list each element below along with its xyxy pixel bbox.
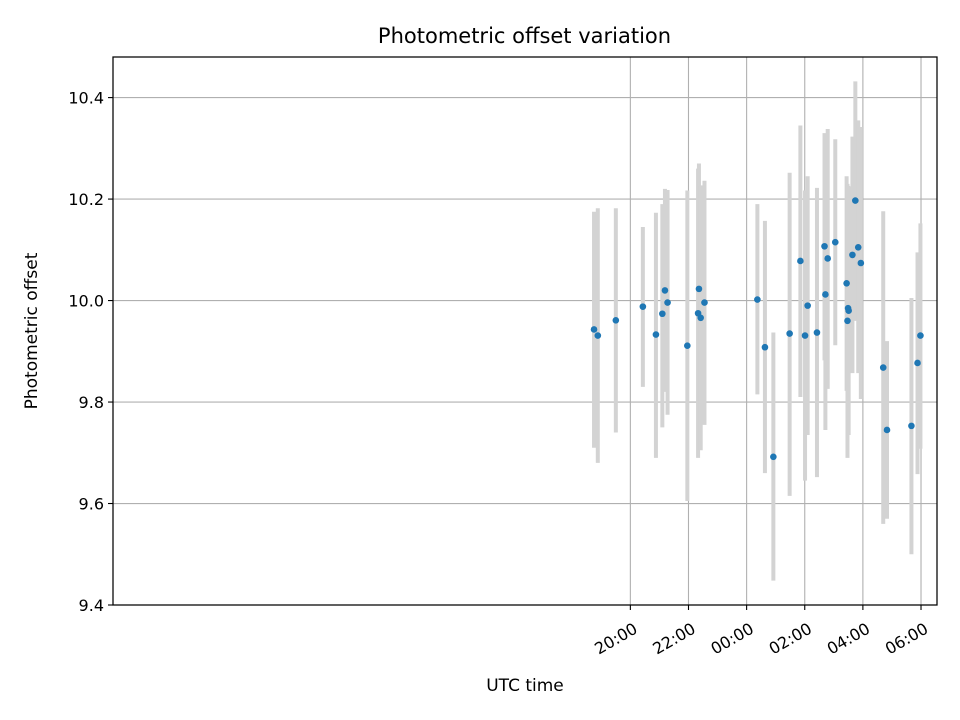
- data-point: [590, 326, 598, 333]
- data-point: [854, 243, 862, 251]
- data-point: [824, 255, 832, 262]
- data-point: [761, 343, 769, 351]
- y-axis-ticks: 9.4 9.6 9.8 10.0 10.2 10.4: [68, 89, 113, 615]
- data-point: [701, 299, 708, 306]
- data-point: [786, 330, 793, 337]
- x-tick-label: 04:00: [824, 619, 873, 659]
- data-point: [821, 242, 828, 250]
- x-tick-label: 22:00: [649, 619, 698, 659]
- grid: [113, 57, 937, 606]
- data-point: [695, 285, 703, 293]
- y-axis-label: Photometric offset: [22, 252, 42, 409]
- y-tick-label: 10.4: [68, 89, 104, 108]
- data-point: [852, 197, 859, 204]
- data-point: [879, 364, 887, 371]
- data-point: [857, 259, 865, 267]
- x-tick-label: 06:00: [882, 619, 931, 659]
- data-point: [797, 257, 804, 265]
- x-tick-label: 02:00: [766, 619, 815, 659]
- data-point: [845, 307, 852, 315]
- data-point: [612, 317, 620, 324]
- data-point: [664, 299, 671, 306]
- y-tick-label: 10.2: [68, 190, 104, 209]
- y-tick-label: 9.4: [79, 596, 104, 615]
- y-tick-label: 10.0: [68, 292, 104, 311]
- chart-title: Photometric offset variation: [378, 24, 671, 48]
- data-point: [754, 296, 761, 303]
- x-axis-label: UTC time: [486, 676, 564, 696]
- data-point: [684, 342, 691, 350]
- x-tick-label: 20:00: [591, 619, 640, 659]
- data-point: [659, 310, 666, 318]
- y-tick-label: 9.6: [79, 495, 104, 514]
- data-point: [697, 314, 704, 322]
- data-point: [594, 332, 602, 339]
- data-point: [813, 329, 821, 336]
- data-point: [831, 238, 839, 246]
- x-tick-label: 00:00: [707, 619, 756, 659]
- data-point: [844, 317, 851, 325]
- data-point: [822, 291, 829, 298]
- data-point: [917, 332, 924, 339]
- data-point: [770, 453, 777, 461]
- data-point: [849, 251, 856, 259]
- data-points: [590, 197, 924, 461]
- plot-frame: [112, 56, 938, 606]
- data-point: [804, 302, 811, 309]
- error-bars: [592, 81, 923, 581]
- data-point: [652, 331, 660, 338]
- data-point: [883, 426, 891, 434]
- data-point: [914, 359, 921, 367]
- data-point: [908, 422, 915, 430]
- data-point: [801, 332, 809, 339]
- data-point: [843, 280, 850, 287]
- y-tick-label: 9.8: [79, 393, 104, 412]
- x-axis-ticks: 20:00 22:00 00:00 02:00 04:00 06:00: [591, 605, 931, 658]
- data-point: [661, 287, 669, 294]
- data-point: [639, 303, 647, 310]
